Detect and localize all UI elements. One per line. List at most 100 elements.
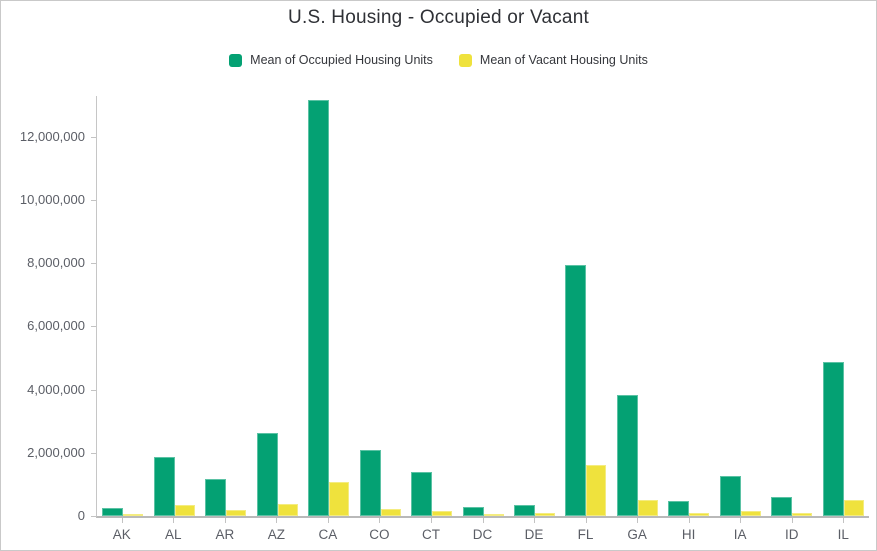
x-tick-label-GA: GA <box>627 527 647 542</box>
bar-occupied-HI[interactable] <box>668 501 690 516</box>
bar-group-FL <box>560 96 611 516</box>
x-tick-label-AZ: AZ <box>267 527 285 542</box>
legend-label: Mean of Occupied Housing Units <box>250 53 433 67</box>
x-tick-label-CO: CO <box>369 527 390 542</box>
y-tick-label: 12,000,000 <box>19 128 85 144</box>
x-tick-mark <box>791 518 793 523</box>
bar-occupied-DE[interactable] <box>513 504 535 516</box>
x-tick-label-ID: ID <box>784 527 799 542</box>
bar-vacant-AK[interactable] <box>123 514 144 516</box>
bar-group-IA <box>715 96 766 516</box>
y-tick-mark <box>91 452 96 454</box>
bar-vacant-AZ[interactable] <box>277 504 298 516</box>
bar-vacant-FL[interactable] <box>586 465 607 516</box>
bar-group-AL <box>148 96 199 516</box>
bar-vacant-HI[interactable] <box>689 512 710 516</box>
y-tick-label: 4,000,000 <box>27 381 85 397</box>
bar-vacant-DC[interactable] <box>483 514 504 516</box>
x-tick-label-DC: DC <box>472 527 493 542</box>
y-tick-mark <box>91 389 96 391</box>
plot-area <box>96 96 869 518</box>
bar-group-DC <box>457 96 508 516</box>
y-tick-mark <box>91 516 96 517</box>
x-tick-label-AR: AR <box>215 527 235 542</box>
bar-group-GA <box>612 96 663 516</box>
bar-occupied-FL[interactable] <box>565 265 587 516</box>
x-tick-mark <box>482 518 484 523</box>
x-tick-label-IL: IL <box>837 527 849 542</box>
bar-group-ID <box>766 96 817 516</box>
bar-vacant-CT[interactable] <box>432 510 453 516</box>
x-tick-mark <box>585 518 587 523</box>
legend-item-vacant[interactable]: Mean of Vacant Housing Units <box>458 53 648 67</box>
x-tick-mark <box>327 518 329 523</box>
y-tick-label: 2,000,000 <box>27 444 85 460</box>
bar-occupied-AZ[interactable] <box>256 432 278 516</box>
x-tick-label-AK: AK <box>112 527 131 542</box>
x-tick-label-CT: CT <box>421 527 440 542</box>
bar-occupied-GA[interactable] <box>616 394 638 516</box>
bar-occupied-ID[interactable] <box>771 497 793 516</box>
bar-occupied-DC[interactable] <box>462 507 484 516</box>
bar-group-CT <box>406 96 457 516</box>
bar-vacant-IA[interactable] <box>740 510 761 516</box>
x-tick-mark <box>121 518 123 523</box>
bar-occupied-CT[interactable] <box>411 472 433 516</box>
bar-occupied-IA[interactable] <box>719 475 741 516</box>
x-tick-label-FL: FL <box>577 527 594 542</box>
bar-group-DE <box>509 96 560 516</box>
legend: Mean of Occupied Housing Units Mean of Va… <box>1 53 876 67</box>
x-tick-mark <box>688 518 690 523</box>
x-tick-mark <box>534 518 536 523</box>
legend-swatch-vacant-icon <box>458 53 472 67</box>
x-tick-mark <box>430 518 432 523</box>
bar-chart: 0 2,000,000 4,000,000 6,000,000 8,000,000 10,… <box>1 96 876 546</box>
y-tick-mark <box>91 326 96 328</box>
x-tick-mark <box>276 518 278 523</box>
y-tick-label: 0 <box>77 508 85 523</box>
bar-vacant-ID[interactable] <box>792 513 813 516</box>
x-tick-label-DE: DE <box>524 527 544 542</box>
x-tick-label-AL: AL <box>165 527 182 542</box>
y-tick-mark <box>91 263 96 265</box>
bar-occupied-CA[interactable] <box>308 100 330 516</box>
y-tick-label: 6,000,000 <box>27 318 85 334</box>
bar-vacant-AL[interactable] <box>174 504 195 516</box>
x-tick-mark <box>740 518 742 523</box>
legend-label: Mean of Vacant Housing Units <box>479 53 648 67</box>
x-tick-mark <box>379 518 381 523</box>
x-tick-label-HI: HI <box>681 527 696 542</box>
y-tick-mark <box>91 199 96 201</box>
x-tick-mark <box>173 518 175 523</box>
bar-occupied-CO[interactable] <box>359 449 381 516</box>
bar-group-AK <box>97 96 148 516</box>
x-tick-label-IA: IA <box>733 527 747 542</box>
x-tick-mark <box>224 518 226 523</box>
chart-title: U.S. Housing - Occupied or Vacant <box>288 7 589 28</box>
bar-vacant-CO[interactable] <box>380 508 401 516</box>
bar-occupied-AL[interactable] <box>153 456 175 516</box>
x-tick-mark <box>637 518 639 523</box>
bar-group-CO <box>354 96 405 516</box>
bar-vacant-IL[interactable] <box>843 500 864 516</box>
bar-occupied-IL[interactable] <box>822 362 844 516</box>
bar-group-HI <box>663 96 714 516</box>
y-tick-mark <box>91 136 96 138</box>
bar-group-CA <box>303 96 354 516</box>
legend-swatch-occupied-icon <box>229 53 243 67</box>
bar-occupied-AR[interactable] <box>205 479 227 516</box>
bar-group-AZ <box>251 96 302 516</box>
bar-occupied-AK[interactable] <box>102 508 124 516</box>
bar-vacant-GA[interactable] <box>637 500 658 516</box>
x-tick-mark <box>843 518 845 523</box>
bar-group-IL <box>818 96 869 516</box>
bar-vacant-AR[interactable] <box>226 510 247 516</box>
bar-group-AR <box>200 96 251 516</box>
bar-vacant-CA[interactable] <box>329 481 350 516</box>
y-tick-label: 10,000,000 <box>19 191 85 207</box>
y-tick-label: 8,000,000 <box>27 255 85 271</box>
bar-vacant-DE[interactable] <box>534 513 555 516</box>
legend-item-occupied[interactable]: Mean of Occupied Housing Units <box>229 53 433 67</box>
x-tick-label-CA: CA <box>318 527 338 542</box>
